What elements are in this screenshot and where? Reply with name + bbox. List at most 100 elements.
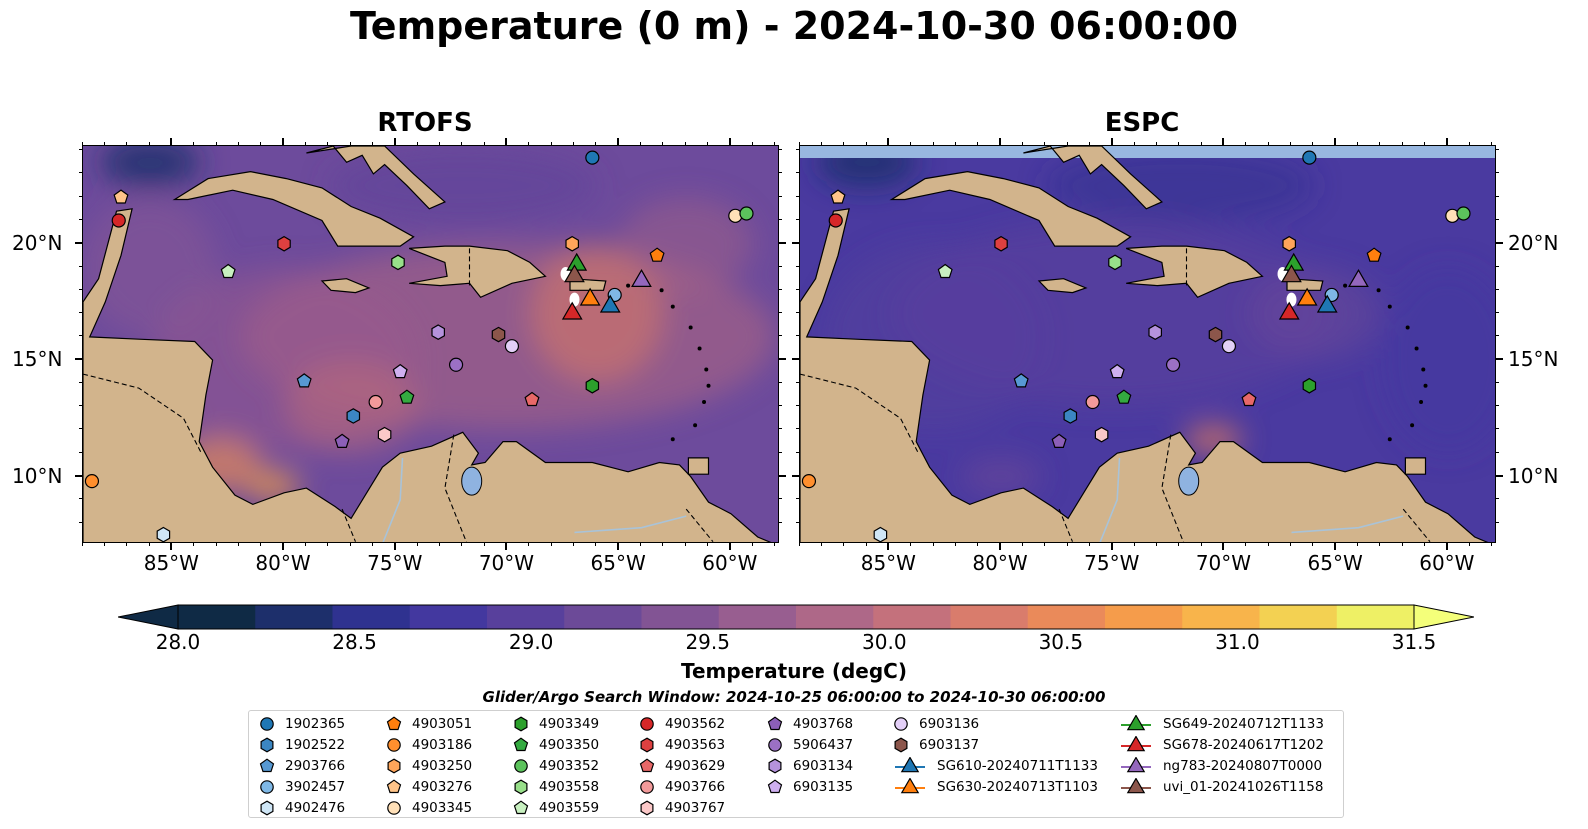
marker-1902522[interactable] (1063, 408, 1078, 424)
marker-4903352[interactable] (739, 206, 754, 221)
marker-6903135[interactable] (392, 363, 408, 379)
marker-2903766[interactable] (296, 373, 312, 388)
marker-4903559[interactable] (937, 263, 953, 279)
legend-symbol[interactable] (900, 757, 920, 773)
legend-symbol[interactable] (767, 716, 783, 731)
marker-4903051[interactable] (649, 247, 665, 262)
legend-symbol[interactable] (894, 717, 908, 731)
marker-SG610-20240711T1133[interactable] (1316, 294, 1338, 313)
legend-symbol[interactable] (259, 758, 275, 773)
legend-symbol[interactable] (640, 780, 654, 794)
marker-4903768[interactable] (334, 433, 350, 448)
legend-symbol[interactable] (513, 737, 529, 752)
map-panel-rtofs[interactable] (82, 145, 779, 543)
map-panel-espc[interactable] (799, 145, 1496, 543)
marker-6903135[interactable] (1109, 363, 1125, 379)
minor-tick (528, 543, 530, 546)
legend-symbol[interactable] (1126, 757, 1146, 773)
marker-SG678-20240617T1202[interactable] (1278, 301, 1300, 320)
map-canvas[interactable] (800, 146, 1496, 543)
marker-1902522[interactable] (346, 408, 361, 424)
marker-4903350[interactable] (399, 389, 415, 404)
marker-SG678-20240617T1202[interactable] (561, 301, 583, 320)
marker-4903767[interactable] (377, 426, 392, 443)
marker-2903766[interactable] (1013, 373, 1029, 388)
marker-4903559[interactable] (220, 263, 236, 279)
legend-symbol[interactable] (639, 758, 655, 773)
marker-4903563[interactable] (994, 235, 1008, 252)
marker-4903558[interactable] (391, 254, 405, 271)
marker-4903186[interactable] (801, 474, 817, 489)
marker-4903250[interactable] (565, 235, 579, 252)
marker-1902365[interactable] (1302, 150, 1317, 165)
marker-4903558[interactable] (1108, 254, 1122, 271)
marker-4903563[interactable] (277, 235, 291, 252)
marker-4903766[interactable] (368, 394, 383, 410)
marker-uvi_01-20241026T1158[interactable] (564, 264, 585, 283)
legend-symbol[interactable] (260, 737, 274, 753)
marker-6903134[interactable] (431, 324, 445, 340)
legend-symbol[interactable] (1126, 736, 1146, 752)
legend-symbol[interactable] (514, 759, 528, 773)
legend-symbol[interactable] (767, 779, 783, 794)
marker-SG630-20240713T1103[interactable] (1296, 287, 1318, 306)
marker-4902476[interactable] (873, 526, 888, 542)
marker-4903276[interactable] (113, 189, 129, 204)
marker-5906437[interactable] (448, 357, 464, 372)
marker-6903137[interactable] (1208, 326, 1223, 343)
legend-symbol[interactable] (387, 801, 401, 815)
lon-tick-label: 80°W (255, 551, 311, 575)
marker-4903562[interactable] (828, 213, 843, 228)
marker-4903768[interactable] (1051, 433, 1067, 448)
marker-ng783-20240807T0000[interactable] (631, 268, 652, 287)
legend-symbol[interactable] (387, 738, 401, 752)
legend-symbol[interactable] (260, 717, 274, 731)
island (1421, 367, 1426, 372)
legend-marker-pentagon-icon (513, 737, 529, 752)
marker-uvi_01-20241026T1158[interactable] (1281, 264, 1302, 283)
legend-symbol[interactable] (514, 779, 528, 795)
marker-4903350[interactable] (1116, 389, 1132, 404)
marker-4903349[interactable] (585, 377, 600, 394)
marker-4903629[interactable] (1241, 391, 1257, 407)
legend-symbol[interactable] (260, 800, 274, 816)
legend-symbol[interactable] (386, 779, 402, 794)
marker-6903136[interactable] (1221, 339, 1237, 354)
marker-SG610-20240711T1133[interactable] (599, 294, 621, 313)
legend-symbol[interactable] (260, 780, 274, 794)
marker-1902365[interactable] (585, 150, 600, 165)
marker-4903250[interactable] (1282, 235, 1296, 252)
marker-4903629[interactable] (524, 391, 540, 407)
marker-4903186[interactable] (84, 474, 100, 489)
marker-4903766[interactable] (1085, 394, 1100, 410)
legend-symbol[interactable] (640, 800, 654, 816)
legend-symbol[interactable] (768, 758, 782, 774)
marker-6903137[interactable] (491, 326, 506, 343)
legend-symbol[interactable] (768, 738, 782, 752)
minor-tick (796, 218, 799, 220)
marker-4902476[interactable] (156, 526, 171, 542)
map-canvas[interactable] (83, 146, 779, 543)
legend-symbol[interactable] (1126, 715, 1146, 731)
legend-symbol[interactable] (514, 716, 528, 732)
marker-4903349[interactable] (1302, 377, 1317, 394)
legend-symbol[interactable] (513, 800, 529, 815)
marker-4903562[interactable] (111, 213, 126, 228)
legend-symbol[interactable] (640, 717, 654, 731)
legend-symbol[interactable] (640, 737, 654, 753)
marker-6903136[interactable] (504, 339, 520, 354)
marker-5906437[interactable] (1165, 357, 1181, 372)
legend-symbol[interactable] (900, 778, 920, 794)
marker-4903051[interactable] (1366, 247, 1382, 262)
legend-symbol[interactable] (894, 737, 908, 753)
marker-4903767[interactable] (1094, 426, 1109, 443)
legend-symbol[interactable] (387, 758, 401, 774)
marker-4903352[interactable] (1456, 206, 1471, 221)
marker-6903134[interactable] (1148, 324, 1162, 340)
legend-symbol[interactable] (386, 716, 402, 731)
marker-4903276[interactable] (830, 189, 846, 204)
marker-SG630-20240713T1103[interactable] (579, 287, 601, 306)
marker-ng783-20240807T0000[interactable] (1348, 268, 1369, 287)
lon-tick-label: 60°W (702, 551, 758, 575)
legend-symbol[interactable] (1126, 778, 1146, 794)
